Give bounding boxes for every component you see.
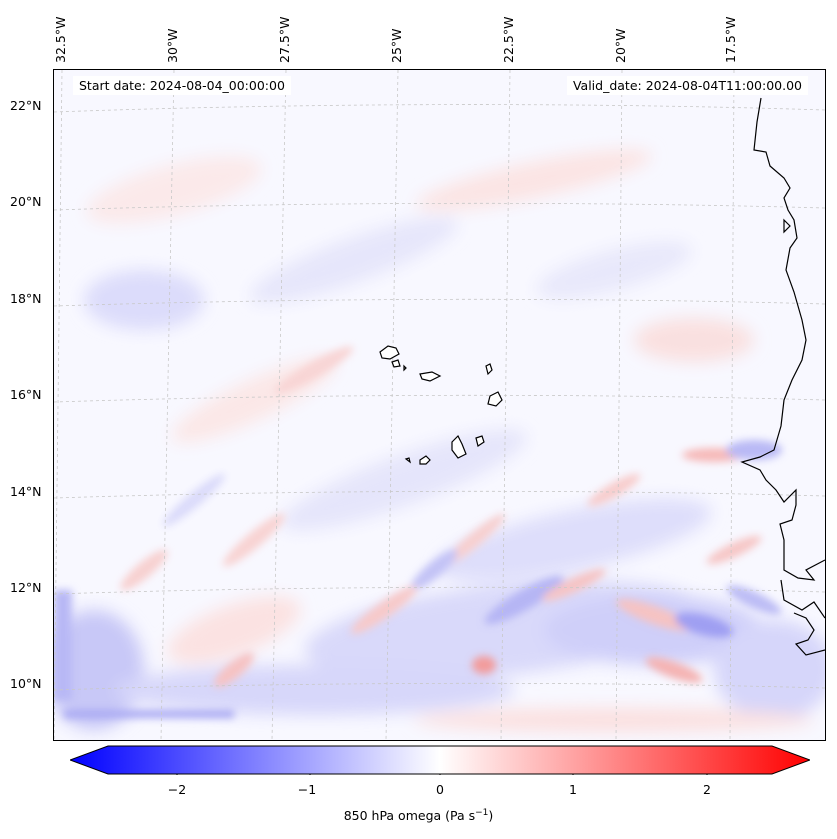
latitude-label: 16°N bbox=[10, 387, 42, 402]
valid-date-label: Valid_date: 2024-08-04T11:00:00.00 bbox=[566, 76, 808, 95]
colorbar-tick-label: 1 bbox=[569, 782, 577, 797]
latitude-label: 18°N bbox=[10, 291, 42, 306]
longitude-label: 22.5°W bbox=[501, 16, 516, 63]
colorbar-tick-label: −1 bbox=[297, 782, 317, 797]
longitude-label: 30°W bbox=[165, 28, 180, 63]
omega-field-broad bbox=[54, 149, 825, 732]
colorbar bbox=[68, 745, 812, 778]
colorbar-tick-label: −2 bbox=[167, 782, 187, 797]
colorbar-tick-label: 0 bbox=[436, 782, 444, 797]
longitude-label: 20°W bbox=[613, 28, 628, 63]
longitude-label: 27.5°W bbox=[277, 16, 292, 63]
colorbar-svg bbox=[68, 745, 812, 778]
omega-map-panel bbox=[53, 69, 826, 741]
latitude-label: 20°N bbox=[10, 194, 42, 209]
latitude-label: 10°N bbox=[10, 676, 42, 691]
colorbar-label-text: 850 hPa omega (Pa s bbox=[343, 808, 476, 824]
omega-field-svg bbox=[54, 70, 825, 740]
colorbar-tick-label: 2 bbox=[703, 782, 711, 797]
latitude-label: 22°N bbox=[10, 98, 42, 113]
longitude-label: 17.5°W bbox=[723, 16, 738, 63]
colorbar-label-end: ) bbox=[488, 808, 494, 824]
colorbar-label-exponent: −1 bbox=[475, 808, 489, 818]
graticule bbox=[54, 70, 825, 740]
coastline bbox=[740, 97, 825, 656]
longitude-label: 32.5°W bbox=[53, 16, 68, 63]
colorbar-label: 850 hPa omega (Pa s−1) bbox=[0, 808, 837, 823]
longitude-label: 25°W bbox=[389, 28, 404, 63]
omega-field-bands bbox=[54, 346, 782, 718]
latitude-label: 12°N bbox=[10, 580, 42, 595]
cape-verde-islands bbox=[379, 345, 503, 465]
latitude-label: 14°N bbox=[10, 484, 42, 499]
start-date-label: Start date: 2024-08-04_00:00:00 bbox=[73, 76, 291, 95]
